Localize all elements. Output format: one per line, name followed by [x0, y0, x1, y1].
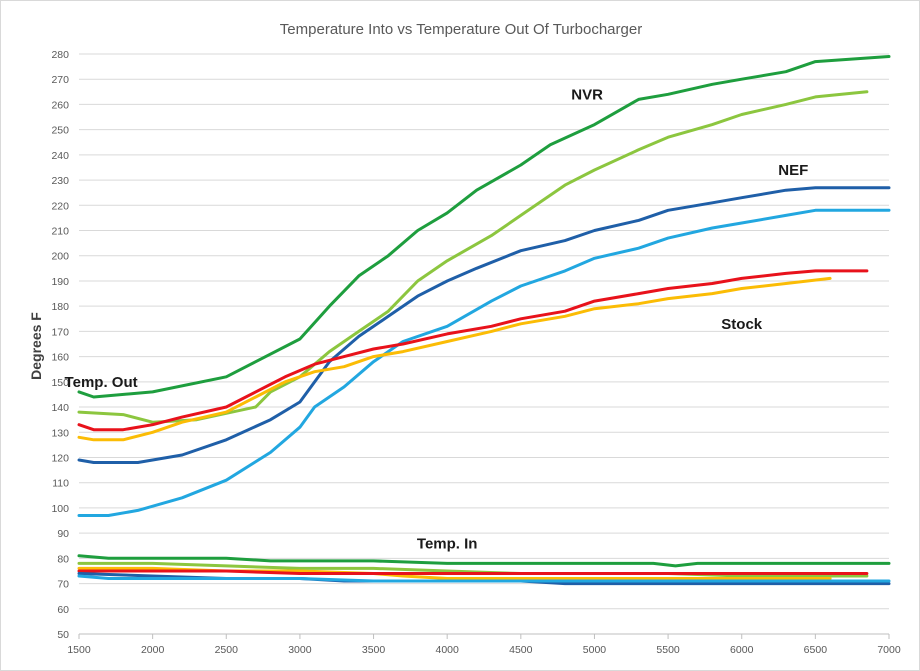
y-tick-label: 270	[51, 74, 69, 86]
y-tick-label: 110	[52, 478, 69, 490]
series-line	[77, 186, 891, 464]
y-tick-label: 250	[51, 125, 69, 137]
annotations: NVR NEF Stock Temp. Out Temp. In	[65, 86, 809, 552]
x-tick-label: 5000	[583, 644, 607, 656]
x-tick-label: 6500	[804, 644, 828, 656]
y-tick-label: 60	[57, 604, 69, 616]
series-line	[77, 569, 869, 575]
y-tick-label: 280	[51, 49, 69, 61]
y-tick-label: 190	[51, 276, 69, 288]
x-tick-label: 6000	[730, 644, 754, 656]
y-tick-label: 260	[51, 99, 69, 111]
series-line	[77, 269, 869, 432]
y-tick-label: 210	[51, 226, 69, 238]
y-tick-label: 90	[57, 528, 69, 540]
series-layer	[77, 55, 891, 586]
series-line	[77, 55, 891, 399]
x-tick-label: 3000	[288, 644, 312, 656]
x-tick-label: 2500	[215, 644, 239, 656]
annotation-label: Temp. In	[417, 535, 478, 552]
y-tick-label: 160	[51, 352, 69, 364]
y-tick-label: 170	[51, 326, 69, 338]
y-tick-label: 230	[51, 175, 69, 187]
x-tick-label: 1500	[67, 644, 91, 656]
y-tick-label: 100	[51, 503, 69, 515]
y-tick-label: 150	[51, 377, 69, 389]
x-tick-label: 4000	[436, 644, 460, 656]
annotation-label: Stock	[721, 316, 763, 333]
tick-labels: 50 60 70 80 90 100 110 120 130 140 150 160 170 180 190…	[51, 49, 900, 656]
y-tick-label: 240	[51, 150, 69, 162]
x-tick-label: 7000	[877, 644, 901, 656]
annotation-label: NEF	[778, 162, 808, 179]
y-tick-label: 120	[51, 452, 69, 464]
y-tick-label: 180	[51, 301, 69, 313]
x-tick-label: 3500	[362, 644, 386, 656]
y-tick-label: 80	[57, 553, 69, 565]
x-tick-label: 2000	[141, 644, 165, 656]
series-line	[77, 574, 891, 583]
x-tick-label: 5500	[656, 644, 680, 656]
y-tick-label: 200	[51, 251, 69, 263]
grid-lines	[79, 53, 889, 635]
y-tick-label: 50	[57, 629, 69, 641]
annotation-label: NVR	[571, 86, 603, 103]
y-axis-label: Degrees F	[28, 312, 44, 380]
y-tick-label: 130	[51, 427, 69, 439]
annotation-label: Temp. Out	[65, 374, 138, 391]
y-tick-label: 70	[57, 579, 69, 591]
axes	[78, 633, 890, 639]
series-line	[77, 276, 832, 442]
chart-title: Temperature Into vs Temperature Out Of T…	[280, 21, 642, 38]
series-line	[77, 90, 869, 424]
series-line	[77, 554, 891, 568]
y-tick-label: 140	[51, 402, 69, 414]
x-tick-label: 4500	[509, 644, 533, 656]
y-tick-label: 220	[51, 200, 69, 212]
series-line	[77, 208, 891, 517]
